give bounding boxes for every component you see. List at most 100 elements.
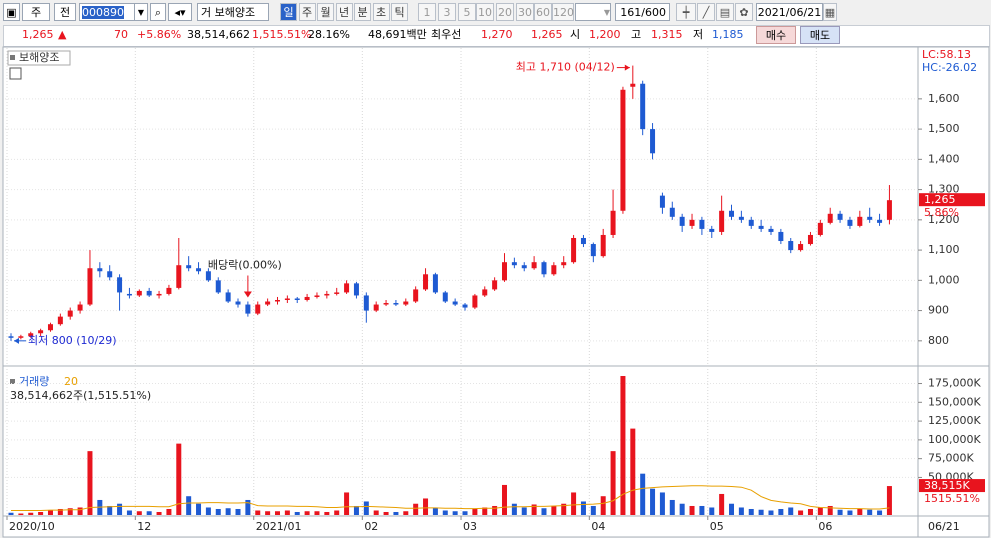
volume-bar bbox=[294, 511, 300, 515]
change-pct: +5.86% bbox=[137, 28, 182, 41]
candle-body bbox=[432, 274, 438, 293]
candle-body bbox=[650, 129, 656, 154]
volume-bar bbox=[314, 511, 320, 515]
period-button[interactable]: 분 bbox=[354, 3, 371, 21]
candle-body bbox=[284, 298, 290, 300]
line-icon[interactable]: ╱ bbox=[697, 3, 715, 21]
volume-bar bbox=[837, 509, 843, 515]
volume-bar bbox=[817, 507, 823, 515]
volume-bar bbox=[205, 507, 211, 515]
y-tick-label: 1,500 bbox=[928, 122, 960, 135]
candle-body bbox=[117, 277, 123, 293]
calendar-icon[interactable]: ▦ bbox=[823, 3, 837, 21]
volume-bar bbox=[403, 511, 409, 515]
candle-body bbox=[738, 216, 744, 220]
interval-button[interactable]: 5 bbox=[458, 3, 476, 21]
volume-bar bbox=[215, 508, 221, 515]
interval-button[interactable]: 10 bbox=[476, 3, 494, 21]
volume-bar bbox=[492, 505, 498, 515]
market-select[interactable]: 주 bbox=[22, 3, 50, 21]
scope-select[interactable]: 전 bbox=[54, 3, 76, 21]
candle-body bbox=[531, 262, 537, 269]
volume-bar bbox=[807, 508, 813, 515]
period-button[interactable]: 일 bbox=[280, 3, 297, 21]
interval-button[interactable]: 3 bbox=[438, 3, 456, 21]
interval-dropdown[interactable]: ▼ bbox=[575, 3, 611, 21]
volume-bar bbox=[590, 505, 596, 515]
sell-button[interactable]: 매도 bbox=[800, 26, 840, 44]
volume-bar bbox=[67, 508, 73, 515]
volume-pct: 1,515.51% bbox=[252, 28, 312, 41]
candle-body bbox=[482, 289, 488, 296]
code-text: 000890 bbox=[82, 6, 124, 19]
period-button[interactable]: 초 bbox=[372, 3, 390, 21]
volume-bar bbox=[472, 508, 478, 515]
candle-body bbox=[166, 287, 172, 294]
search-button[interactable]: ⌕ bbox=[150, 3, 166, 21]
volume-bar bbox=[413, 503, 419, 515]
candle-body bbox=[521, 265, 527, 269]
legend-icon bbox=[10, 55, 15, 60]
candle-body bbox=[67, 310, 73, 317]
code-input[interactable]: 000890 bbox=[79, 3, 135, 21]
code-dropdown[interactable]: ▼ bbox=[134, 3, 148, 21]
price-arrow: ▲ bbox=[58, 28, 67, 41]
interval-button[interactable]: 120 bbox=[552, 3, 574, 21]
speaker-button[interactable]: ◂▾ bbox=[168, 3, 192, 21]
x-tick-label: 2021/01 bbox=[256, 520, 302, 533]
candle-body bbox=[57, 316, 63, 325]
y-tick-label: 1,000 bbox=[928, 273, 960, 286]
candle-body bbox=[77, 304, 83, 311]
stock-name: 거 보해양조 bbox=[197, 3, 269, 21]
volume-bar bbox=[107, 505, 113, 515]
period-button[interactable]: 틱 bbox=[391, 3, 408, 21]
turnover: 28.16% bbox=[308, 28, 350, 41]
settings-icon[interactable]: ✿ bbox=[735, 3, 753, 21]
x-tick-label: 06 bbox=[818, 520, 832, 533]
x-tick-label: 12 bbox=[137, 520, 151, 533]
candle-body bbox=[630, 83, 636, 87]
low-label: 저 bbox=[693, 28, 704, 41]
volume-bar bbox=[699, 505, 705, 515]
candle-body bbox=[8, 336, 14, 338]
candle-body bbox=[235, 301, 241, 305]
menu-icon[interactable]: ▣ bbox=[3, 3, 20, 21]
candle-body bbox=[393, 303, 399, 305]
y-tick-label: 100,000K bbox=[928, 433, 981, 446]
save-icon[interactable]: ▤ bbox=[716, 3, 734, 21]
candle-body bbox=[798, 244, 804, 251]
candle-body bbox=[886, 200, 892, 220]
volume-bar bbox=[284, 510, 290, 515]
candle-body bbox=[334, 292, 340, 294]
period-button[interactable]: 년 bbox=[335, 3, 353, 21]
volume-bar bbox=[225, 508, 231, 515]
candle-body bbox=[590, 244, 596, 257]
buy-button[interactable]: 매수 bbox=[756, 26, 796, 44]
interval-button[interactable]: 20 bbox=[496, 3, 514, 21]
candle-body bbox=[186, 265, 192, 269]
candle-body bbox=[442, 292, 448, 302]
candle-body bbox=[413, 289, 419, 302]
candle-body bbox=[205, 271, 211, 281]
interval-button[interactable]: 60 bbox=[534, 3, 552, 21]
interval-button[interactable]: 1 bbox=[418, 3, 436, 21]
amount: 48,691백만 bbox=[368, 28, 427, 41]
candle-icon[interactable]: ┿ bbox=[676, 3, 696, 21]
count-field: 161/600 bbox=[615, 3, 670, 21]
volume-bar bbox=[482, 507, 488, 515]
period-button[interactable]: 주 bbox=[298, 3, 316, 21]
y-tick-label: 125,000K bbox=[928, 414, 981, 427]
interval-button[interactable]: 30 bbox=[516, 3, 534, 21]
volume-bar bbox=[442, 510, 448, 515]
candle-body bbox=[807, 234, 813, 245]
date-field[interactable]: 2021/06/21 bbox=[756, 3, 823, 21]
indicator-lc: LC:58.13 bbox=[922, 48, 971, 61]
volume-bar bbox=[847, 510, 853, 515]
period-button[interactable]: 월 bbox=[317, 3, 334, 21]
volume-bar bbox=[383, 511, 389, 515]
candle-body bbox=[571, 237, 577, 263]
candle-body bbox=[827, 213, 833, 223]
candle-body bbox=[709, 228, 715, 232]
candle-body bbox=[758, 225, 764, 229]
x-tick-label: 2020/10 bbox=[9, 520, 55, 533]
